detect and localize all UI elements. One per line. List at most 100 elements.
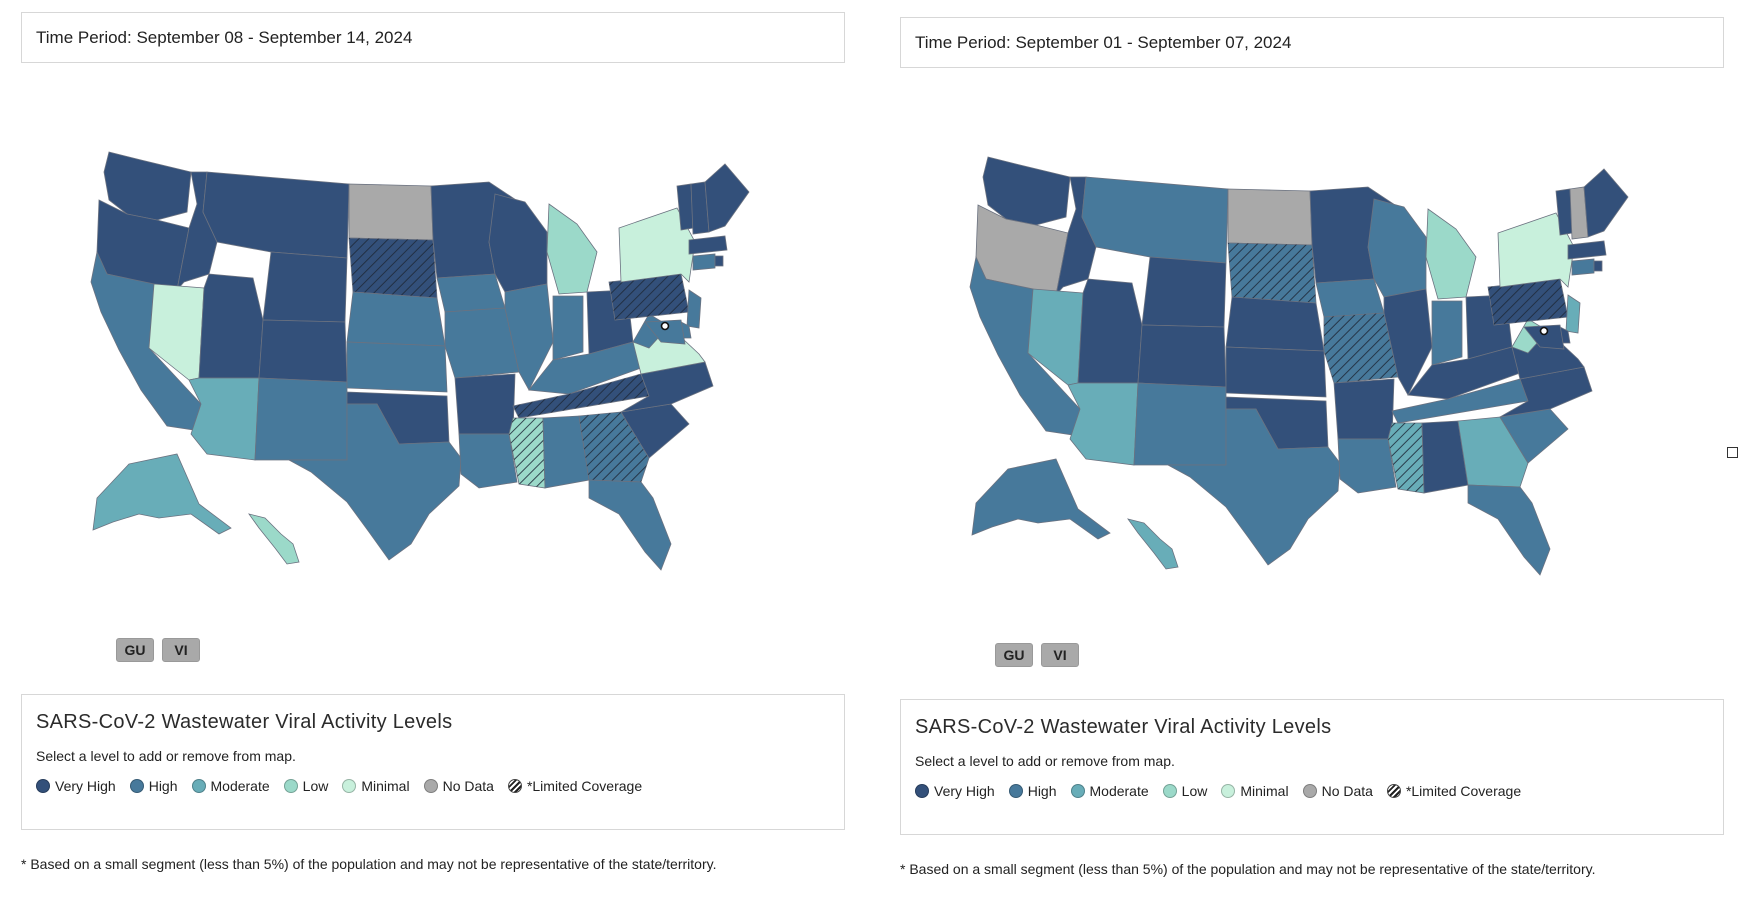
state-ut[interactable] [198, 273, 264, 379]
state-co[interactable] [258, 319, 348, 383]
time-period-box: Time Period: September 08 - September 14… [21, 12, 845, 63]
state-wy[interactable] [262, 251, 348, 323]
state-la[interactable] [458, 433, 518, 489]
state-nm[interactable] [1133, 382, 1227, 466]
legend-item-moderate[interactable]: Moderate [191, 778, 270, 794]
legend-title: SARS-CoV-2 Wastewater Viral Activity Lev… [915, 716, 1332, 738]
low-dot-icon [283, 779, 298, 793]
state-ia[interactable] [436, 273, 506, 313]
state-ma[interactable] [688, 235, 728, 255]
dc-marker-icon[interactable] [1539, 326, 1549, 336]
state-me[interactable] [704, 163, 750, 233]
territory-button-gu[interactable]: GU [995, 643, 1033, 667]
side-checkbox[interactable] [1727, 447, 1738, 458]
state-mt[interactable] [1081, 176, 1229, 264]
state-nd[interactable] [1227, 188, 1313, 246]
state-ri[interactable] [1593, 260, 1603, 272]
state-in[interactable] [1431, 300, 1463, 366]
state-mo[interactable] [444, 307, 520, 379]
state-az[interactable] [188, 377, 260, 461]
legend-label: Moderate [210, 778, 270, 794]
state-la[interactable] [1337, 438, 1397, 494]
state-ia[interactable] [1315, 278, 1385, 318]
state-ar[interactable] [1333, 378, 1395, 440]
state-ks[interactable] [1225, 346, 1327, 398]
state-ri[interactable] [714, 255, 724, 267]
state-nj[interactable] [686, 289, 702, 329]
state-tx[interactable] [1167, 408, 1341, 566]
dc-marker-icon[interactable] [660, 321, 670, 331]
state-mi[interactable] [546, 203, 598, 295]
legend-label: Minimal [1240, 783, 1289, 799]
state-ma[interactable] [1567, 240, 1607, 260]
state-ar[interactable] [454, 373, 516, 435]
limited-coverage-hatch-tn [513, 374, 649, 418]
state-az[interactable] [1067, 382, 1139, 466]
state-nm[interactable] [254, 377, 348, 461]
legend-item-limited-coverage[interactable]: *Limited Coverage [1386, 783, 1522, 799]
legend-label: Very High [55, 778, 116, 794]
state-nd[interactable] [348, 183, 434, 241]
limited-coverage-hatch-mo [1324, 313, 1398, 383]
legend-item-minimal[interactable]: Minimal [1221, 783, 1289, 799]
state-fl[interactable] [1467, 484, 1551, 576]
state-nj[interactable] [1565, 294, 1581, 334]
territory-button-gu[interactable]: GU [116, 638, 154, 662]
legend-items: Very High High Moderate Low Minimal No D… [915, 783, 1709, 799]
legend-item-no-data[interactable]: No Data [423, 778, 494, 794]
footnote: * Based on a small segment (less than 5%… [21, 856, 717, 872]
limited-coverage-hatch-pa [609, 274, 689, 320]
state-ca[interactable] [969, 255, 1081, 436]
state-tx[interactable] [288, 403, 462, 561]
state-ne[interactable] [346, 291, 446, 347]
state-ut[interactable] [1077, 278, 1143, 384]
state-co[interactable] [1137, 324, 1227, 388]
state-me[interactable] [1583, 168, 1629, 238]
legend-item-low[interactable]: Low [1162, 783, 1207, 799]
state-mi[interactable] [1425, 208, 1477, 300]
legend-item-no-data[interactable]: No Data [1302, 783, 1373, 799]
legend-item-low[interactable]: Low [283, 778, 328, 794]
state-md[interactable] [644, 319, 686, 345]
state-ct[interactable] [692, 253, 716, 271]
limited-coverage-hatch-ms [509, 418, 545, 488]
state-ne[interactable] [1225, 296, 1325, 352]
territory-button-vi[interactable]: VI [162, 638, 200, 662]
legend-item-very-high[interactable]: Very High [915, 783, 995, 799]
panel-current-week: Time Period: September 08 - September 14… [21, 12, 847, 903]
state-hi[interactable] [248, 513, 300, 565]
state-ny[interactable] [618, 207, 696, 283]
territory-button-vi[interactable]: VI [1041, 643, 1079, 667]
state-ks[interactable] [346, 341, 448, 393]
state-md[interactable] [1523, 324, 1565, 350]
legend-item-high[interactable]: High [1008, 783, 1057, 799]
state-in[interactable] [552, 295, 584, 361]
legend-label: *Limited Coverage [526, 778, 643, 794]
state-hi[interactable] [1127, 518, 1179, 570]
legend-item-limited-coverage[interactable]: *Limited Coverage [507, 778, 643, 794]
state-ct[interactable] [1571, 258, 1595, 276]
us-state-map[interactable] [928, 147, 1688, 637]
state-ca[interactable] [90, 250, 202, 431]
us-state-map[interactable] [49, 142, 809, 632]
legend-subtitle: Select a level to add or remove from map… [36, 748, 296, 764]
state-ak[interactable] [971, 458, 1111, 540]
state-ny[interactable] [1497, 212, 1575, 288]
legend-item-moderate[interactable]: Moderate [1070, 783, 1149, 799]
time-period-label: Time Period: September 08 - September 14… [36, 27, 413, 47]
legend-item-high[interactable]: High [129, 778, 178, 794]
state-ak[interactable] [92, 453, 232, 535]
state-wi[interactable] [1367, 198, 1427, 298]
legend-item-minimal[interactable]: Minimal [342, 778, 410, 794]
state-wy[interactable] [1141, 256, 1227, 328]
state-mt[interactable] [202, 171, 350, 259]
legend-label: Moderate [1089, 783, 1149, 799]
legend-subtitle: Select a level to add or remove from map… [915, 753, 1175, 769]
limited-coverage-hatch-sd [1228, 243, 1316, 303]
minimal-dot-icon [1221, 784, 1236, 798]
legend-label: *Limited Coverage [1405, 783, 1522, 799]
legend-item-very-high[interactable]: Very High [36, 778, 116, 794]
state-fl[interactable] [588, 479, 672, 571]
legend-title: SARS-CoV-2 Wastewater Viral Activity Lev… [36, 711, 453, 733]
state-wi[interactable] [488, 193, 548, 293]
